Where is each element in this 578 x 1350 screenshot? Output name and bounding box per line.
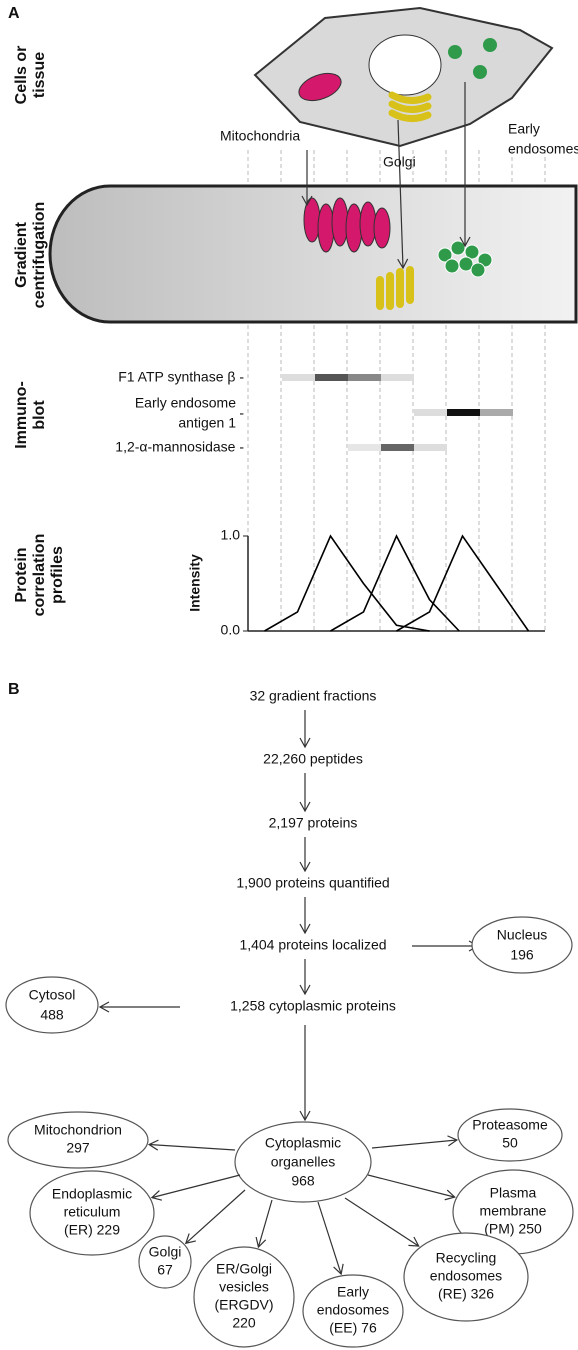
- node-label: Golgi: [149, 1244, 182, 1260]
- cell: [253, 6, 554, 148]
- row-label: profiles: [49, 546, 66, 604]
- node-label: ER/Golgi: [216, 1261, 272, 1277]
- blot-label: F1 ATP synthase β -: [118, 369, 244, 385]
- arrow: [255, 1199, 273, 1249]
- node: [302, 1274, 404, 1348]
- flow-step: 32 gradient fractions: [250, 688, 377, 704]
- flow-step: 22,260 peptides: [263, 751, 363, 767]
- organelle-label: endosomes: [508, 141, 578, 157]
- node-label: Cytosol: [29, 987, 76, 1003]
- arrow: [344, 1197, 420, 1247]
- node-label: endosomes: [430, 1268, 502, 1284]
- node-label: Endoplasmic: [52, 1186, 132, 1202]
- row-label: Immuno-: [13, 381, 30, 449]
- tube: [48, 184, 578, 324]
- node-label: 196: [510, 947, 534, 963]
- panel-label: B: [8, 681, 20, 698]
- organelle-label: Mitochondria: [220, 128, 300, 144]
- node-label: 220: [232, 1315, 256, 1331]
- organelle-nodes: Mitochondrion 297 Proteasome 50 Endoplasmic r…: [7, 1108, 574, 1348]
- profile-line: [396, 534, 530, 632]
- node-label: 67: [157, 1262, 173, 1278]
- node: [138, 1235, 192, 1289]
- node-label: (RE) 326: [438, 1286, 494, 1302]
- row-label: tissue: [31, 52, 48, 98]
- row-label: Protein: [13, 547, 30, 602]
- node-label: vesicles: [219, 1279, 269, 1295]
- node-label: Plasma: [490, 1185, 537, 1201]
- node-label: 50: [502, 1135, 518, 1151]
- row-labels: Cells or tissue Gradient centrifugation Immu…: [13, 46, 66, 617]
- node-label: membrane: [480, 1203, 547, 1219]
- node-label: Mitochondrion: [34, 1122, 122, 1138]
- panel-label: A: [8, 5, 20, 22]
- node: [457, 1108, 563, 1162]
- arrow: [150, 1174, 241, 1201]
- node-label: Proteasome: [472, 1117, 548, 1133]
- node: [5, 976, 99, 1034]
- node: [193, 1246, 295, 1348]
- node-label: 488: [40, 1007, 64, 1023]
- node-label: Cytoplasmic: [265, 1135, 341, 1151]
- arrow: [317, 1201, 344, 1276]
- node-label: (PM) 250: [484, 1221, 542, 1237]
- node-label: Recycling: [436, 1250, 497, 1266]
- arrow: [147, 1139, 236, 1151]
- row-label: blot: [31, 400, 48, 430]
- node: [7, 1111, 149, 1169]
- arrow: [397, 119, 409, 270]
- y-tick-label: 1.0: [221, 527, 241, 543]
- organelle-label: Early: [508, 121, 540, 137]
- node-label: Nucleus: [497, 927, 548, 943]
- immunoblot: F1 ATP synthase β - Early endosome antig…: [115, 369, 513, 455]
- arrow: [184, 1189, 246, 1245]
- blot-label: Early endosome: [135, 395, 236, 411]
- node: [403, 1232, 529, 1322]
- node-label: 968: [291, 1173, 315, 1189]
- profile-line: [330, 534, 460, 632]
- node-label: endosomes: [317, 1302, 389, 1318]
- node-label: 297: [66, 1140, 90, 1156]
- node-label: (ER) 229: [64, 1222, 120, 1238]
- node: [234, 1121, 372, 1203]
- flow-step: 1,258 cytoplasmic proteins: [230, 998, 396, 1014]
- blot-label: 1,2-α-mannosidase -: [115, 439, 244, 455]
- node: [29, 1170, 155, 1256]
- node-label: (EE) 76: [329, 1320, 377, 1336]
- y-axis-title: Intensity: [187, 554, 203, 612]
- flow-step: 2,197 proteins: [269, 815, 358, 831]
- blot-label: -: [239, 405, 244, 421]
- row-label: centrifugation: [31, 202, 48, 309]
- profile-line: [264, 534, 430, 632]
- row-label: Gradient: [13, 221, 30, 287]
- arrow: [371, 1135, 459, 1149]
- node: [471, 916, 573, 974]
- node-label: Early: [337, 1284, 369, 1300]
- flow: 32 gradient fractions 22,260 peptides 2,19…: [230, 688, 396, 1014]
- row-label: correlation: [31, 534, 48, 617]
- node-label: reticulum: [64, 1204, 121, 1220]
- arrow: [367, 1174, 456, 1201]
- y-tick-label: 0.0: [221, 622, 241, 638]
- node-label: (ERGDV): [214, 1297, 273, 1313]
- flow-step: 1,900 proteins quantified: [236, 875, 389, 891]
- node-label: organelles: [271, 1154, 336, 1170]
- organelle-label: Golgi: [383, 154, 416, 170]
- blot-label: antigen 1: [178, 415, 236, 431]
- profile-chart: Intensity 0.0 1.0: [187, 527, 545, 638]
- row-label: Cells or: [13, 46, 30, 105]
- flow-step: 1,404 proteins localized: [239, 937, 386, 953]
